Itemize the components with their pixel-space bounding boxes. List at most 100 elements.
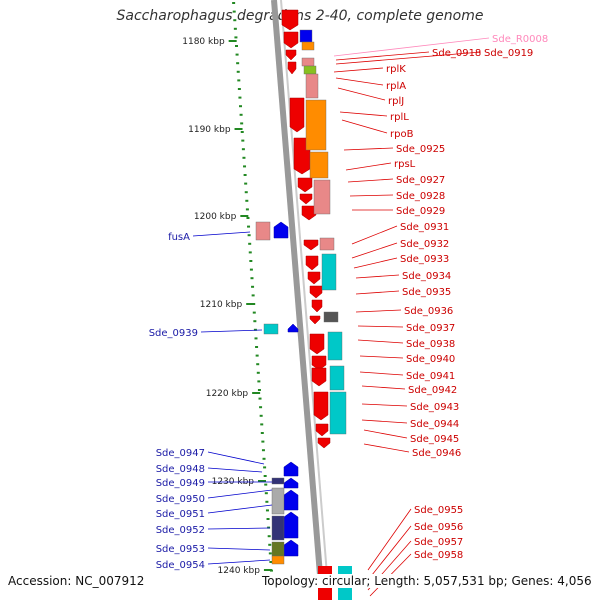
gene-label-reverse: Sde_0942 <box>408 385 457 396</box>
cds-block <box>299 29 313 43</box>
axis-tick-dot <box>262 457 266 460</box>
forward-gene-arrow <box>273 221 289 239</box>
gene-label-reverse: Sde_0928 <box>396 191 445 202</box>
label-leader-line <box>333 67 384 73</box>
axis-tick-dot <box>232 10 236 13</box>
cds-block <box>271 487 285 515</box>
gene-label-reverse: Sde_0931 <box>400 222 449 233</box>
gene-label-reverse: Sde_0946 <box>412 448 461 459</box>
gene-label-reverse: Sde_0918 <box>432 48 481 59</box>
label-leader-line <box>353 257 398 269</box>
forward-gene-arrow <box>283 511 299 539</box>
gene-label-forward: fusA <box>168 232 190 243</box>
axis-tick-dot <box>253 320 257 323</box>
label-leader-line <box>355 274 400 279</box>
gene-label-reverse: Sde_0944 <box>410 419 459 430</box>
axis-tick-dot <box>261 440 265 443</box>
forward-gene-arrow <box>283 489 299 511</box>
axis-tick-dot <box>249 268 253 271</box>
label-leader-line <box>357 325 404 328</box>
axis-tick-dot <box>243 174 247 176</box>
axis-tick-dot <box>269 561 273 563</box>
reverse-gene-arrow <box>311 355 327 371</box>
axis-tick-dot <box>259 414 263 417</box>
cds-block <box>329 391 347 435</box>
gene-label-reverse: Sde_0933 <box>400 254 449 265</box>
gene-label-reverse: rplK <box>386 64 406 75</box>
reverse-gene-arrow <box>309 315 321 325</box>
axis-tick-dot <box>263 466 267 469</box>
reverse-gene-arrow <box>287 61 297 75</box>
gene-label-forward: Sde_0947 <box>156 448 205 459</box>
gene-label-forward: Sde_0949 <box>156 478 205 489</box>
axis-tick-dot <box>253 328 257 331</box>
forward-gene-arrow <box>283 477 299 489</box>
gene-label-forward: Sde_0939 <box>149 328 198 339</box>
axis-tick-dot <box>268 543 272 546</box>
axis-tick-dot <box>232 2 236 4</box>
axis-tick-dot <box>266 518 270 520</box>
cds-block <box>303 65 317 75</box>
axis-tick-dot <box>240 122 244 125</box>
gene-label-reverse: Sde_0945 <box>410 434 459 445</box>
cds-block <box>319 237 335 251</box>
gene-label-reverse: rplJ <box>388 96 404 107</box>
axis-tick-dot <box>257 380 261 383</box>
reverse-gene-arrow <box>311 299 323 313</box>
label-leader-line <box>333 37 490 57</box>
reverse-gene-arrow <box>313 391 329 421</box>
gene-label-reverse: Sde_0941 <box>406 371 455 382</box>
axis-tick-dot <box>244 182 248 185</box>
axis-tick-dot <box>257 389 261 391</box>
scale-label: 1180 kbp <box>182 37 225 47</box>
axis-tick-dot <box>263 475 267 477</box>
label-leader-line <box>207 547 271 551</box>
topology-text: Topology: circular; Length: 5,057,531 bp… <box>262 574 592 588</box>
axis-tick-dot <box>265 509 269 512</box>
axis-tick-dot <box>260 432 264 434</box>
label-leader-line <box>361 419 408 424</box>
label-leader-line <box>335 51 430 61</box>
label-leader-line <box>207 467 263 473</box>
axis-tick-dot <box>251 285 255 288</box>
label-leader-line <box>363 443 410 453</box>
reverse-gene-arrow <box>305 255 319 271</box>
scale-tick <box>252 392 261 394</box>
reverse-gene-arrow <box>309 285 323 299</box>
scale-label: 1220 kbp <box>206 389 249 399</box>
axis-tick-dot <box>233 27 237 30</box>
reverse-gene-arrow <box>303 239 319 251</box>
axis-tick-dot <box>267 526 271 529</box>
axis-tick-dot <box>256 371 260 374</box>
reverse-gene-arrow <box>289 97 305 133</box>
label-leader-line <box>192 231 251 237</box>
label-leader-line <box>337 87 386 101</box>
axis-tick-dot <box>241 139 245 142</box>
cds-block <box>255 221 271 241</box>
gene-label-reverse: Sde_0957 <box>414 537 463 548</box>
axis-tick-dot <box>249 260 253 262</box>
scale-tick <box>263 569 272 571</box>
gene-label-forward: Sde_0953 <box>156 544 205 555</box>
genome-title: Saccharophagus degradans 2-40, complete … <box>116 8 484 24</box>
axis-tick-dot <box>245 208 249 211</box>
gene-label-reverse: Sde_0940 <box>406 354 455 365</box>
reverse-gene-arrow <box>317 437 331 449</box>
forward-gene-arrow <box>283 539 299 557</box>
scale-tick <box>234 128 243 130</box>
cds-block <box>305 99 327 151</box>
reverse-gene-arrow <box>307 271 321 285</box>
cds-block <box>271 555 285 565</box>
axis-tick-dot <box>247 234 251 237</box>
axis-tick-dot <box>258 397 262 400</box>
label-leader-line <box>355 309 402 313</box>
axis-tick-dot <box>267 535 271 538</box>
gene-label-reverse: Sde_0937 <box>406 323 455 334</box>
cds-block <box>327 331 343 361</box>
axis-tick-dot <box>261 449 265 452</box>
reverse-gene-arrow <box>301 205 317 221</box>
reverse-gene-arrow <box>297 177 313 193</box>
gene-label-reverse: Sde_0925 <box>396 144 445 155</box>
